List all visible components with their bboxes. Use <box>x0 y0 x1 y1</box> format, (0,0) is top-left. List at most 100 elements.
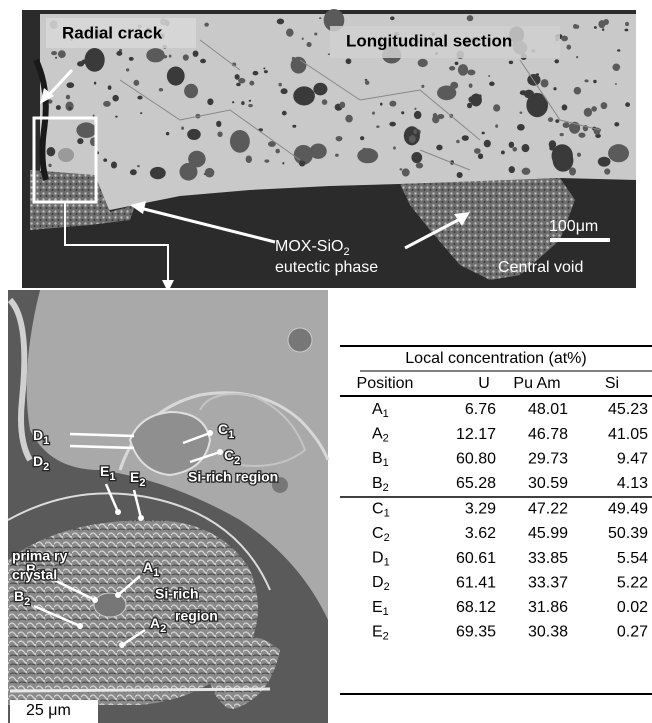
label-letter: B <box>14 588 24 604</box>
pore <box>614 122 619 126</box>
pore <box>129 57 134 61</box>
point-dot <box>217 449 223 455</box>
label-letter: E <box>130 469 139 485</box>
position-letter: D <box>372 550 384 567</box>
scale-line <box>10 689 270 691</box>
table-cell: 5.54 <box>617 550 648 567</box>
pore <box>76 122 96 138</box>
pore <box>94 82 96 85</box>
pore <box>563 122 570 128</box>
label-letter: A <box>143 559 153 575</box>
position-cell: C2 <box>372 525 390 544</box>
pore <box>217 131 222 137</box>
label: eutectic phase <box>275 259 378 276</box>
position-letter: C <box>372 501 384 518</box>
pore <box>346 58 352 64</box>
position-cell: D2 <box>372 574 390 593</box>
position-cell: B2 <box>372 475 389 494</box>
pore <box>536 73 539 75</box>
pore <box>241 101 244 105</box>
table-cell: 30.38 <box>528 624 568 641</box>
pore <box>264 70 268 73</box>
pore <box>166 132 169 136</box>
pore <box>604 168 610 174</box>
pore <box>553 87 556 90</box>
pore <box>469 83 473 88</box>
pore <box>292 125 296 128</box>
pore <box>232 101 234 103</box>
pore <box>292 57 295 61</box>
pore <box>561 36 568 42</box>
subscript: 1 <box>153 567 159 579</box>
subscript: 2 <box>234 455 240 467</box>
table-cell: 12.17 <box>456 426 496 443</box>
pore <box>509 61 513 64</box>
pore <box>574 87 582 95</box>
pore <box>77 61 84 66</box>
pore <box>584 79 588 82</box>
table-cell: 41.05 <box>608 426 648 443</box>
pore <box>509 166 515 173</box>
pore <box>493 104 500 111</box>
pore <box>602 28 604 31</box>
pore <box>365 81 369 85</box>
pore <box>421 85 424 88</box>
pore <box>576 56 578 59</box>
table-cell: 31.86 <box>528 599 568 616</box>
pore <box>357 148 378 163</box>
position-cell: D1 <box>372 550 390 569</box>
pore <box>216 121 221 127</box>
pore <box>414 111 422 119</box>
subscript: 1 <box>383 457 389 469</box>
table-cell: 49.49 <box>608 501 648 518</box>
pore <box>183 54 189 60</box>
pore <box>66 95 70 100</box>
pore <box>389 122 396 127</box>
pore <box>402 168 410 176</box>
pore <box>146 48 165 62</box>
pore <box>416 163 423 169</box>
region-label: Si-rich <box>155 586 199 602</box>
pore <box>450 82 458 89</box>
region-label: region <box>175 608 218 624</box>
pore <box>204 173 206 175</box>
pore <box>235 74 240 80</box>
table-cell: 33.37 <box>528 574 568 591</box>
pore <box>517 124 525 131</box>
pore <box>433 113 438 118</box>
table-cell: 3.62 <box>465 525 496 542</box>
inclusion <box>58 148 74 162</box>
pore <box>66 82 74 88</box>
pore <box>548 117 553 122</box>
table-cell: 9.47 <box>617 450 648 467</box>
pore <box>598 157 611 167</box>
pore <box>249 81 254 86</box>
subscript: 2 <box>139 477 145 489</box>
pore <box>520 111 523 113</box>
pore <box>93 115 95 117</box>
label: Longitudinal section <box>346 31 512 50</box>
pore <box>236 83 241 86</box>
table-cell: 65.28 <box>456 475 496 492</box>
subscript: 2 <box>383 482 389 494</box>
point-dot <box>115 592 121 598</box>
pore <box>336 136 343 141</box>
pore <box>418 59 428 67</box>
table-cell: 46.78 <box>528 426 568 443</box>
pore <box>279 83 282 87</box>
table: Local concentration (at%) PositionUPu Am… <box>340 346 652 694</box>
pore <box>103 158 107 162</box>
pore <box>281 88 288 94</box>
position-cell: A1 <box>372 401 389 420</box>
table-cell: 30.59 <box>528 475 568 492</box>
pore <box>562 104 568 110</box>
pore <box>601 102 608 109</box>
pore <box>577 153 581 157</box>
table-cell: 33.85 <box>528 550 568 567</box>
pore <box>360 136 364 140</box>
position-letter: E <box>372 599 383 616</box>
pore <box>58 50 66 58</box>
pore <box>322 99 328 105</box>
position-letter: B <box>372 450 383 467</box>
pore <box>313 83 327 96</box>
